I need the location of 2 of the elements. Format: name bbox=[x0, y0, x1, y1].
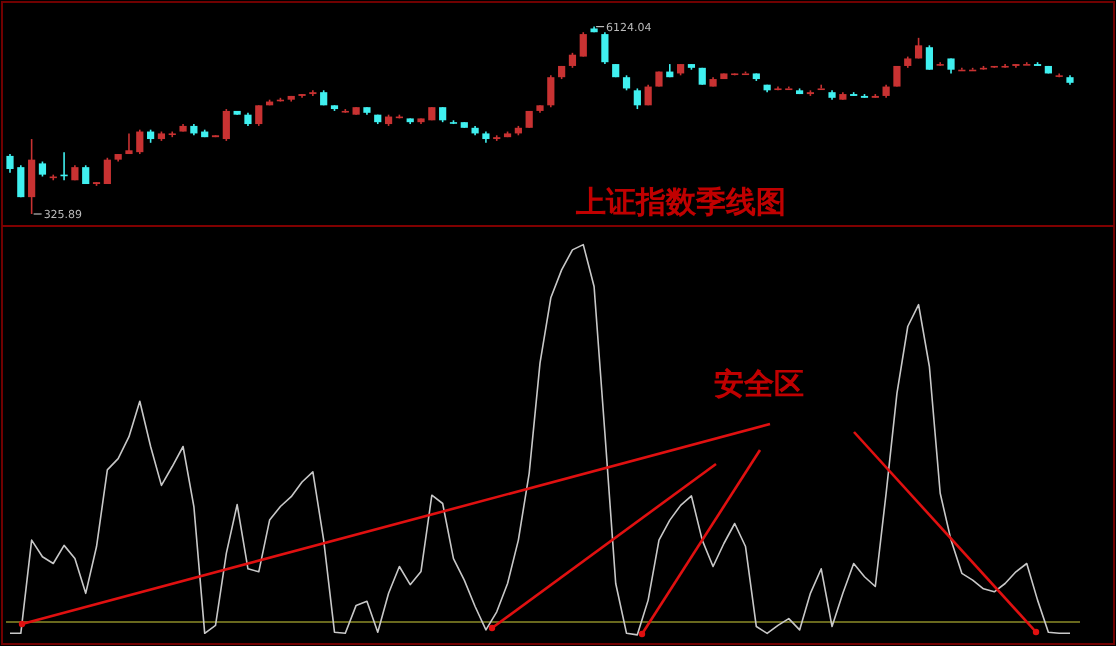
annotation: 上证指数季线图 bbox=[574, 184, 786, 220]
annotation: 安全区 bbox=[714, 366, 804, 402]
